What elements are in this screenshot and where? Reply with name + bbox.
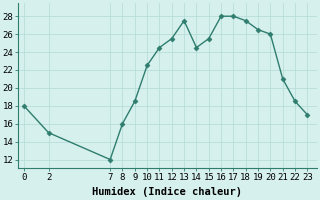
X-axis label: Humidex (Indice chaleur): Humidex (Indice chaleur) <box>92 187 243 197</box>
